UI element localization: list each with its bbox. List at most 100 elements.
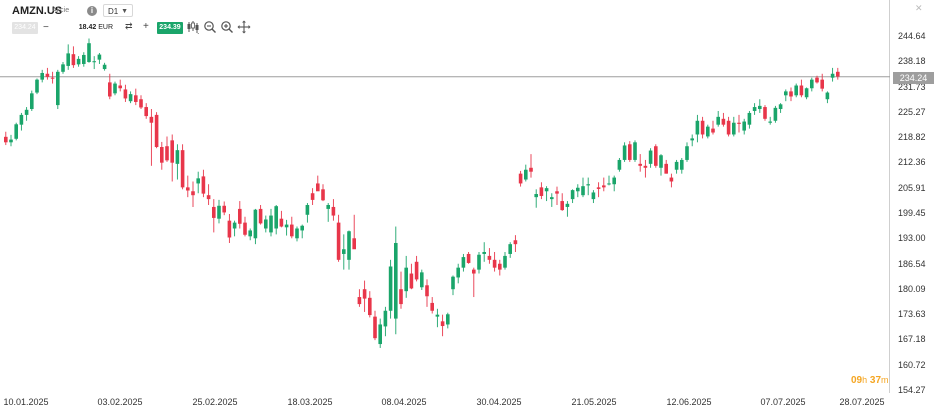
candle-body (602, 185, 606, 188)
date-tick-label: 25.02.2025 (192, 397, 238, 407)
candle (550, 193, 554, 207)
candle (799, 79, 804, 98)
candle (243, 216, 247, 237)
candle-body (737, 122, 741, 124)
candle-body (461, 257, 466, 268)
candle-body (113, 83, 117, 94)
countdown-hours-unit: h (862, 375, 868, 385)
candle (180, 144, 185, 190)
volume-input[interactable]: 18.42 EUR (57, 22, 113, 34)
date-tick-label: 30.04.2025 (476, 397, 522, 407)
candle-body (368, 297, 372, 316)
candle (576, 184, 580, 198)
candle (92, 56, 96, 70)
zoom-out-icon[interactable] (203, 20, 217, 34)
candle-body (763, 107, 767, 119)
candle-body (347, 231, 351, 260)
zoom-in-icon[interactable] (220, 20, 234, 34)
candle (227, 213, 232, 243)
candle (737, 114, 741, 133)
candle-body (560, 201, 564, 211)
candle-body (300, 225, 304, 231)
candle (45, 67, 50, 80)
volume-decrease-button[interactable]: − (43, 22, 49, 33)
candle (778, 103, 783, 113)
candle (35, 78, 39, 95)
candle (149, 109, 154, 166)
candle-body (35, 79, 39, 93)
timeframe-select[interactable]: D1 ▼ (103, 4, 133, 17)
volume-increase-button[interactable]: + (143, 21, 149, 32)
countdown-hours: 09 (851, 375, 863, 386)
candle-body (643, 165, 648, 168)
price-chart[interactable] (0, 0, 890, 393)
candle-body (570, 190, 575, 200)
candle (482, 242, 486, 262)
candle-body (279, 218, 284, 227)
volume-value: 18.42 (78, 24, 97, 31)
candle (461, 253, 466, 272)
candle (622, 142, 627, 162)
candle (581, 177, 585, 198)
candle (404, 255, 408, 298)
candle-body (440, 321, 445, 327)
candle-body (352, 238, 356, 250)
candle-body (399, 289, 403, 305)
candle-body (316, 183, 320, 192)
swap-icon[interactable]: ⇄ (125, 21, 133, 31)
candle-body (487, 255, 492, 260)
candle-body (326, 204, 330, 209)
candle-body (633, 142, 637, 160)
candlestick-chart-icon[interactable] (186, 20, 200, 34)
move-icon[interactable] (237, 20, 251, 34)
candle (336, 214, 341, 262)
candle-body (721, 118, 726, 125)
candle-body (378, 324, 382, 345)
candle (768, 116, 772, 125)
candle-body (186, 187, 190, 191)
volume-currency: EUR (98, 24, 113, 31)
candle (690, 134, 694, 147)
candle (222, 201, 226, 216)
candle-body (102, 64, 107, 70)
candle-body (274, 206, 278, 229)
candle-body (321, 189, 325, 201)
candle-body (217, 205, 221, 219)
symbol-name[interactable]: AMZN.US (12, 5, 63, 17)
candle-body (773, 107, 778, 121)
candle-body (24, 109, 29, 115)
candle-body (586, 184, 590, 186)
candle-body (576, 187, 580, 192)
candle-body (648, 150, 653, 164)
candle (362, 280, 367, 312)
candle (310, 188, 315, 205)
candle (529, 154, 533, 178)
close-icon[interactable]: ✕ (915, 3, 923, 13)
candle (186, 175, 190, 198)
sell-button[interactable]: 234.24 (12, 22, 38, 34)
candle-body (518, 173, 523, 184)
countdown-minutes-unit: m (881, 375, 889, 385)
candle-body (45, 73, 50, 77)
candle (139, 95, 143, 110)
candle (321, 184, 325, 202)
candle (108, 73, 112, 100)
buy-button[interactable]: 234.39 (157, 22, 183, 34)
candle-body (550, 197, 554, 200)
info-icon[interactable]: i (87, 6, 97, 16)
candle (76, 56, 81, 67)
candle-body (206, 195, 211, 200)
candle (30, 90, 34, 111)
candle (134, 88, 138, 106)
candle-body (342, 249, 346, 254)
candle-body (160, 147, 164, 163)
candle-body (612, 177, 616, 185)
candle-body (383, 310, 388, 327)
candle-body (305, 204, 310, 215)
price-tick-label: 218.82 (898, 132, 926, 143)
candle (695, 114, 700, 143)
candle (617, 157, 622, 172)
candle-body (61, 64, 65, 72)
candle-body (373, 316, 377, 339)
candle (201, 169, 206, 198)
